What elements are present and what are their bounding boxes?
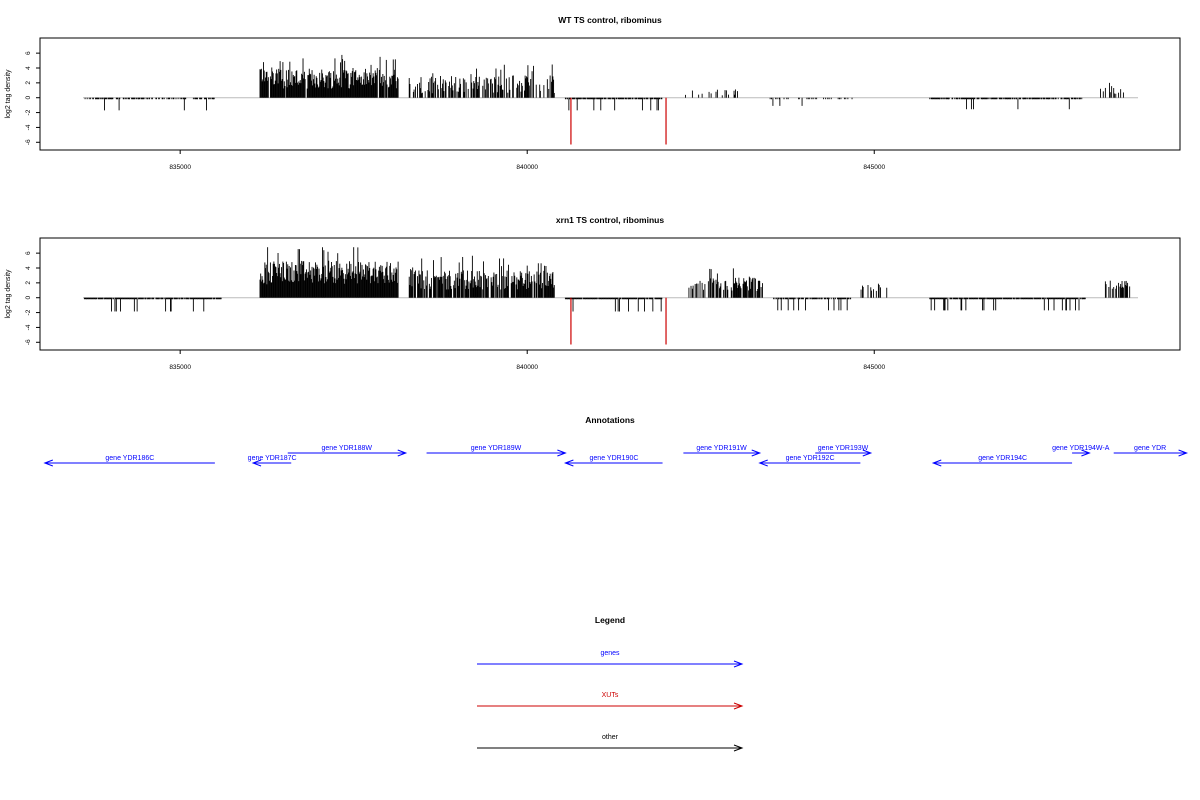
legend-title: Legend <box>595 615 625 625</box>
gene-feature: gene YDR193W <box>815 445 873 457</box>
gene-feature: gene YDR <box>1113 445 1189 457</box>
gene-label: gene YDR189W <box>471 445 522 452</box>
y-tick-label: 4 <box>25 66 32 70</box>
wt-x-axis: 835000 840000 845000 <box>169 150 885 171</box>
x-tick-label: 845000 <box>863 364 885 371</box>
gene-feature: gene YDR189W <box>426 445 567 457</box>
gene-label: gene YDR186C <box>105 455 154 462</box>
y-tick-label: 0 <box>25 296 32 300</box>
gene-feature: gene YDR192C <box>758 455 861 467</box>
xrn1-track-title: xrn1 TS control, ribominus <box>556 215 664 225</box>
gene-arrowhead <box>1178 449 1189 457</box>
legend-item-arrowhead <box>733 702 744 710</box>
gene-arrowhead <box>557 449 567 457</box>
gene-label: gene YDR194W-A <box>1052 445 1110 452</box>
legend-item-label: genes <box>600 650 620 657</box>
gene-label: gene YDR188W <box>322 445 373 452</box>
y-tick-label: -2 <box>25 109 32 115</box>
xrn1-y-axis: -6 -4 -2 0 2 4 6 <box>25 251 40 345</box>
y-tick-label: -6 <box>25 139 32 145</box>
y-tick-label: 6 <box>25 51 32 55</box>
gene-feature: gene YDR194W-A <box>1052 445 1110 457</box>
x-tick-label: 840000 <box>516 164 538 171</box>
xrn1-track-panel: xrn1 TS control, ribominus log2 tag dens… <box>5 215 1181 371</box>
y-tick-label: 2 <box>25 81 32 85</box>
wt-y-axis: -6 -4 -2 0 2 4 6 <box>25 51 40 145</box>
gene-arrowhead <box>397 449 408 457</box>
xrn1-plot-frame <box>39 237 1181 351</box>
y-tick-label: 6 <box>25 251 32 255</box>
x-tick-label: 840000 <box>516 364 538 371</box>
legend: Legend genes XUTs other <box>477 615 744 752</box>
legend-item-label: XUTs <box>602 692 619 699</box>
gene-feature: gene YDR194C <box>931 455 1073 467</box>
gene-feature: gene YDR191W <box>683 445 762 457</box>
annotations-track: Annotations gene YDR186C gene YDR187Cgene… <box>43 415 1189 467</box>
y-tick-label: -6 <box>25 339 32 345</box>
gene-feature: gene YDR186C <box>43 455 215 467</box>
gene-arrowhead <box>563 459 574 467</box>
legend-item: XUTs <box>477 692 744 710</box>
y-tick-label: 2 <box>25 281 32 285</box>
y-tick-label: 4 <box>25 266 32 270</box>
gene-arrowhead <box>751 449 762 457</box>
y-tick-label: -2 <box>25 309 32 315</box>
gene-arrowhead <box>43 459 54 467</box>
y-tick-label: -4 <box>25 324 32 330</box>
legend-item-arrowhead <box>733 660 744 668</box>
xrn1-bars <box>83 247 1138 345</box>
wt-y-axis-label: log2 tag density <box>5 69 12 119</box>
annotations-title: Annotations <box>585 415 635 425</box>
gene-label: gene YDR187C <box>248 455 297 462</box>
gene-feature: gene YDR188W <box>287 445 408 457</box>
legend-items: genes XUTs other <box>477 650 744 752</box>
gene-feature: gene YDR190C <box>563 455 663 467</box>
wt-track-title: WT TS control, ribominus <box>558 15 662 25</box>
gene-arrowhead <box>931 459 942 467</box>
x-tick-label: 835000 <box>169 364 191 371</box>
xrn1-y-axis-label: log2 tag density <box>5 269 12 319</box>
y-tick-label: -4 <box>25 124 32 130</box>
legend-item: other <box>477 734 744 752</box>
x-tick-label: 845000 <box>863 164 885 171</box>
gene-label: gene YDR194C <box>978 455 1027 462</box>
legend-item-arrowhead <box>733 744 744 752</box>
gene-arrowhead <box>251 459 262 467</box>
gene-label: gene YDR190C <box>590 455 639 462</box>
gene-arrowhead <box>862 449 873 457</box>
xrn1-x-axis: 835000 840000 845000 <box>169 350 885 371</box>
gene-arrowhead <box>1081 449 1091 457</box>
wt-track-panel: WT TS control, ribominus log2 tag densit… <box>5 15 1181 171</box>
y-tick-label: 0 <box>25 96 32 100</box>
wt-plot-frame <box>39 37 1181 151</box>
gene-label: gene YDR <box>1134 445 1166 452</box>
gene-feature: gene YDR187C <box>248 455 297 467</box>
gene-arrowhead <box>758 459 768 467</box>
x-tick-label: 835000 <box>169 164 191 171</box>
legend-item: genes <box>477 650 744 668</box>
gene-label: gene YDR192C <box>786 455 835 462</box>
legend-item-label: other <box>602 734 619 741</box>
gene-annotations: gene YDR186C gene YDR187C gene YDR188W gene… <box>43 445 1189 467</box>
gene-label: gene YDR193W <box>818 445 869 452</box>
gene-label: gene YDR191W <box>696 445 747 452</box>
wt-bars <box>83 54 1138 145</box>
